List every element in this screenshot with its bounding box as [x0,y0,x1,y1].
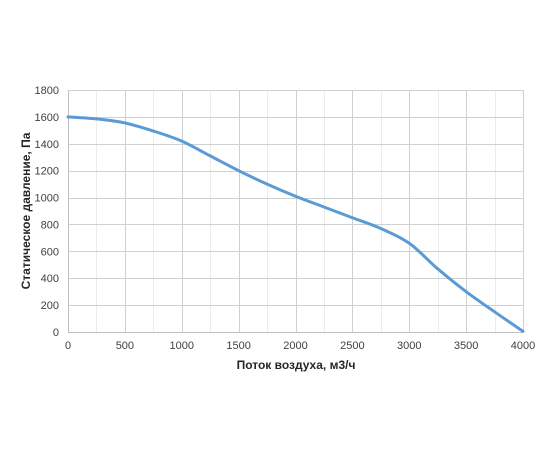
grid [68,90,524,332]
y-tick-label: 1200 [35,166,59,178]
y-tick-label: 0 [53,327,59,339]
series-line [66,115,525,333]
tick-labels: 0 500 1000 1500 2000 2500 3000 3500 4000 0 200 400 6… [35,85,536,352]
x-tick-label: 1500 [226,340,250,352]
y-axis-title: Статическое давление, Па [19,132,33,289]
x-tick-label: 500 [116,340,134,352]
series-layer [66,115,525,333]
y-tick-label: 200 [41,300,59,312]
x-tick-label: 2000 [283,340,307,352]
x-tick-label: 3000 [397,340,421,352]
x-tick-label: 2500 [340,340,364,352]
x-tick-label: 0 [65,340,71,352]
x-axis-title: Поток воздуха, м3/ч [237,358,356,372]
y-tick-label: 1400 [35,139,59,151]
x-tick-label: 3500 [454,340,478,352]
y-tick-label: 1600 [35,112,59,124]
axes [68,90,523,333]
y-tick-label: 400 [41,273,59,285]
x-tick-label: 1000 [170,340,194,352]
y-tick-label: 1800 [35,85,59,97]
y-tick-label: 600 [41,246,59,258]
y-tick-label: 800 [41,219,59,231]
y-tick-label: 1000 [35,193,59,205]
x-tick-label: 4000 [511,340,535,352]
